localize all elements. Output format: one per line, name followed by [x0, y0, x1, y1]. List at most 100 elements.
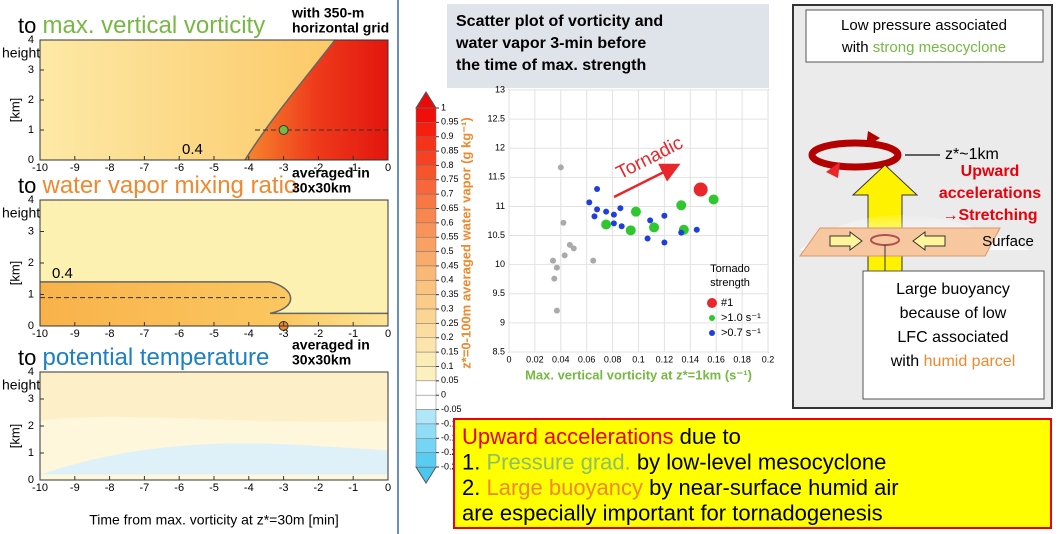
y-label: height	[2, 205, 40, 221]
x-tick-label: -3	[279, 482, 289, 494]
x-tick-label: 0.2	[762, 354, 775, 364]
heatmap-core	[40, 281, 388, 326]
point	[551, 275, 558, 282]
colorbar-label: -0.1	[441, 418, 457, 428]
x-tick-label: -2	[314, 482, 324, 494]
diagram-text: with strong mesocyclone	[841, 39, 1006, 56]
colorbar-label: 0.45	[441, 260, 459, 270]
colorbar-label: 0.15	[441, 346, 459, 356]
x-axis-label: Max. vertical vorticity at z*=1km (s⁻¹)	[525, 367, 752, 382]
summary-text-part: Upward accelerations	[462, 424, 674, 449]
x-tick-label: -4	[244, 328, 254, 340]
diagram-text: LFC associated	[897, 329, 1008, 346]
y-tick-label: 11	[496, 201, 505, 211]
summary-text: are especially important for tornadogene…	[462, 500, 883, 525]
point	[630, 206, 641, 217]
y-tick-label: 9.5	[492, 288, 505, 298]
panel-note: horizontal grid	[292, 20, 389, 36]
panel-note: 30x30km	[292, 352, 351, 368]
y-tick-label: 0	[28, 154, 34, 166]
summary-text-part: due to	[674, 424, 741, 449]
point	[647, 217, 654, 224]
colorbar-cell	[415, 308, 437, 324]
colorbar-cell	[415, 380, 437, 396]
x-tick-label: -10	[32, 162, 48, 174]
chart-title: the time of max. strength	[456, 57, 646, 74]
colorbar-label: 0.7	[441, 189, 454, 199]
diagram-text-part: Surface	[982, 233, 1034, 250]
colorbar-label: 1	[441, 102, 446, 112]
x-tick-label: -7	[140, 328, 150, 340]
x-tick-label: -2	[314, 162, 324, 174]
summary-text-part: Large buoyancy	[486, 475, 643, 500]
legend-title: Tornado	[710, 263, 750, 275]
y-tick-label: 0	[28, 474, 34, 486]
y-tick-label: 9	[500, 317, 505, 327]
y-tick-label: 8.5	[492, 346, 505, 356]
colorbar-label: -0.15	[441, 433, 462, 443]
x-tick-label: 0.14	[682, 354, 700, 364]
x-tick-label: 0	[385, 482, 391, 494]
diagram-text-part: humid parcel	[924, 353, 1016, 370]
colorbar-cell	[415, 394, 437, 410]
x-tick-label: -6	[174, 162, 184, 174]
panel-title-prefix: to	[18, 13, 36, 38]
x-tick-label: 0.16	[707, 354, 725, 364]
panel-note: averaged in	[292, 165, 370, 181]
y-tick-label: 4	[28, 194, 34, 206]
point	[603, 208, 610, 215]
point	[570, 245, 577, 252]
legend-label: >0.7 s⁻¹	[721, 327, 761, 339]
inflow-arrow	[912, 231, 946, 251]
colorbar-cell	[415, 150, 437, 166]
diagram-text: Large buoyancy	[896, 281, 1010, 298]
colorbar-cell	[415, 337, 437, 353]
colorbar-cell	[415, 366, 437, 382]
x-tick-label: -8	[105, 482, 115, 494]
x-tick-label: -5	[209, 482, 219, 494]
colorbar-cell	[415, 179, 437, 195]
inflow-arrow	[829, 231, 863, 251]
mesocyclone	[808, 139, 902, 171]
x-label: Time from max. vorticity at z*=30m [min]	[89, 512, 339, 528]
colorbar-label: 0.35	[441, 289, 459, 299]
point	[553, 264, 560, 271]
x-tick-label: -6	[174, 328, 184, 340]
colorbar-label: 0.4	[441, 275, 454, 285]
diagram-text: z*~1km	[945, 146, 999, 163]
x-tick-label: -3	[279, 328, 289, 340]
colorbar-cell	[415, 136, 437, 152]
x-tick-label: 0	[385, 328, 391, 340]
colorbar-cell	[415, 165, 437, 181]
x-tick-label: -8	[105, 328, 115, 340]
mesocyclone-head	[826, 162, 840, 178]
diagram-text-part: z*~1km	[945, 146, 999, 163]
point	[678, 229, 685, 236]
x-tick-label: -1	[348, 482, 358, 494]
colorbar-label: -0.25	[441, 461, 462, 471]
colorbar-cell	[415, 423, 437, 439]
panel-title: to max. vertical vorticity	[18, 12, 265, 39]
summary-box	[453, 418, 1052, 529]
colorbar-cell	[415, 323, 437, 339]
panel-title-prefix: to	[18, 345, 36, 370]
y-tick-label: 1	[28, 288, 34, 300]
colorbar-cell	[415, 208, 437, 224]
diagram-text-part: strong mesocyclone	[873, 39, 1006, 56]
panel-note: with 350-m	[291, 5, 364, 21]
diagram-text: with humid parcel	[890, 353, 1016, 370]
point	[561, 252, 568, 259]
x-tick-label: -10	[32, 328, 48, 340]
point	[557, 164, 564, 171]
x-tick-label: -8	[105, 162, 115, 174]
colorbar-cell	[415, 193, 437, 209]
diagram-text-part: Low pressure associated	[841, 17, 1007, 34]
legend-marker	[709, 315, 715, 321]
colorbar-cell	[415, 280, 437, 295]
x-tick-label: 0.02	[526, 354, 544, 364]
x-tick-label: -9	[70, 482, 80, 494]
y-tick-label: 10	[495, 259, 505, 269]
x-tick-label: 0.1	[632, 354, 645, 364]
diagram-text: accelerations	[939, 185, 1041, 202]
colorbar-label: 0.6	[441, 217, 454, 227]
